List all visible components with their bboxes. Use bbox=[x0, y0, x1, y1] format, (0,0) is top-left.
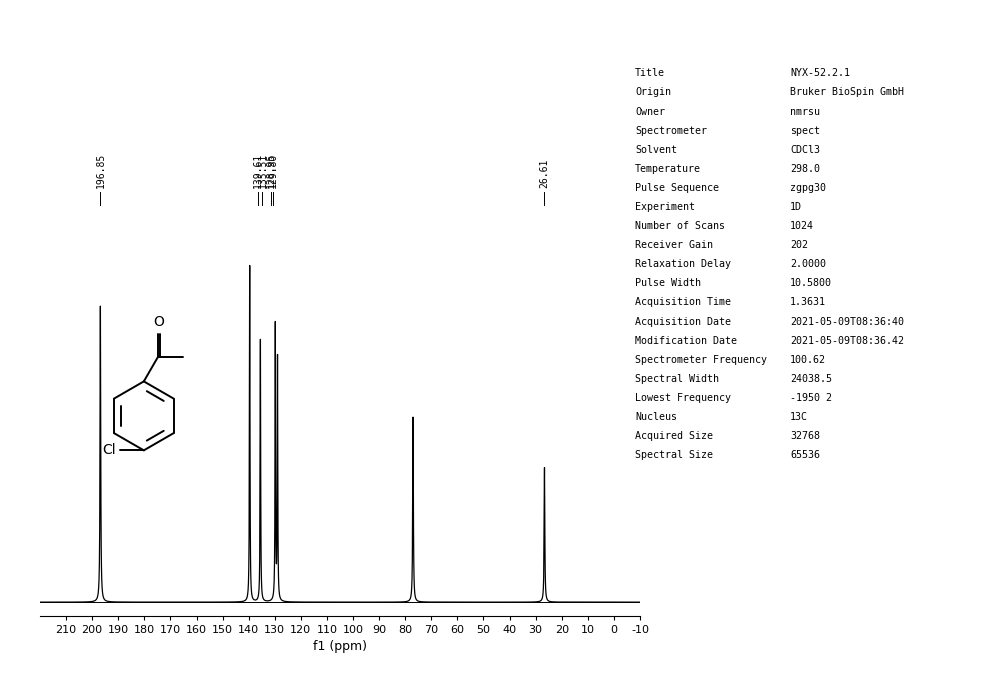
Text: O: O bbox=[154, 315, 165, 329]
Text: Spectrometer: Spectrometer bbox=[635, 126, 707, 135]
Text: Modification Date: Modification Date bbox=[635, 336, 737, 345]
Text: -1950 2: -1950 2 bbox=[790, 393, 832, 403]
Text: Spectral Width: Spectral Width bbox=[635, 374, 719, 384]
Text: 13C: 13C bbox=[790, 412, 808, 422]
X-axis label: f1 (ppm): f1 (ppm) bbox=[313, 640, 367, 653]
Text: Experiment: Experiment bbox=[635, 202, 695, 212]
Text: Origin: Origin bbox=[635, 88, 671, 98]
Text: Cl: Cl bbox=[102, 443, 116, 458]
Text: Nucleus: Nucleus bbox=[635, 412, 677, 422]
Text: Owner: Owner bbox=[635, 107, 665, 116]
Text: Number of Scans: Number of Scans bbox=[635, 221, 725, 231]
Text: 10.5800: 10.5800 bbox=[790, 278, 832, 289]
Text: 128.95: 128.95 bbox=[266, 153, 276, 188]
Text: 298.0: 298.0 bbox=[790, 164, 820, 174]
Text: Title: Title bbox=[635, 68, 665, 79]
Text: 2021-05-09T08:36:40: 2021-05-09T08:36:40 bbox=[790, 317, 904, 326]
Text: Solvent: Solvent bbox=[635, 145, 677, 155]
Text: nmrsu: nmrsu bbox=[790, 107, 820, 116]
Text: Bruker BioSpin GmbH: Bruker BioSpin GmbH bbox=[790, 88, 904, 98]
Text: Pulse Sequence: Pulse Sequence bbox=[635, 183, 719, 193]
Text: 100.62: 100.62 bbox=[790, 355, 826, 365]
Text: 129.80: 129.80 bbox=[268, 153, 278, 188]
Text: Pulse Width: Pulse Width bbox=[635, 278, 701, 289]
Text: 202: 202 bbox=[790, 240, 808, 250]
Text: 26.61: 26.61 bbox=[539, 159, 549, 188]
Text: zgpg30: zgpg30 bbox=[790, 183, 826, 193]
Text: 1024: 1024 bbox=[790, 221, 814, 231]
Text: Acquired Size: Acquired Size bbox=[635, 431, 713, 441]
Text: 1D: 1D bbox=[790, 202, 802, 212]
Text: Spectral Size: Spectral Size bbox=[635, 450, 713, 460]
Text: Temperature: Temperature bbox=[635, 164, 701, 174]
Text: Receiver Gain: Receiver Gain bbox=[635, 240, 713, 250]
Text: Acquisition Date: Acquisition Date bbox=[635, 317, 731, 326]
Text: Lowest Frequency: Lowest Frequency bbox=[635, 393, 731, 403]
Text: 135.51: 135.51 bbox=[257, 153, 267, 188]
Text: spect: spect bbox=[790, 126, 820, 135]
Text: 139.61: 139.61 bbox=[253, 153, 263, 188]
Text: 1.3631: 1.3631 bbox=[790, 298, 826, 308]
Text: Acquisition Time: Acquisition Time bbox=[635, 298, 731, 308]
Text: 196.85: 196.85 bbox=[95, 153, 105, 188]
Text: Spectrometer Frequency: Spectrometer Frequency bbox=[635, 355, 767, 365]
Text: Relaxation Delay: Relaxation Delay bbox=[635, 259, 731, 269]
Text: 24038.5: 24038.5 bbox=[790, 374, 832, 384]
Text: 65536: 65536 bbox=[790, 450, 820, 460]
Text: 2.0000: 2.0000 bbox=[790, 259, 826, 269]
Text: NYX-52.2.1: NYX-52.2.1 bbox=[790, 68, 850, 79]
Text: CDCl3: CDCl3 bbox=[790, 145, 820, 155]
Text: 32768: 32768 bbox=[790, 431, 820, 441]
Text: 2021-05-09T08:36.42: 2021-05-09T08:36.42 bbox=[790, 336, 904, 345]
